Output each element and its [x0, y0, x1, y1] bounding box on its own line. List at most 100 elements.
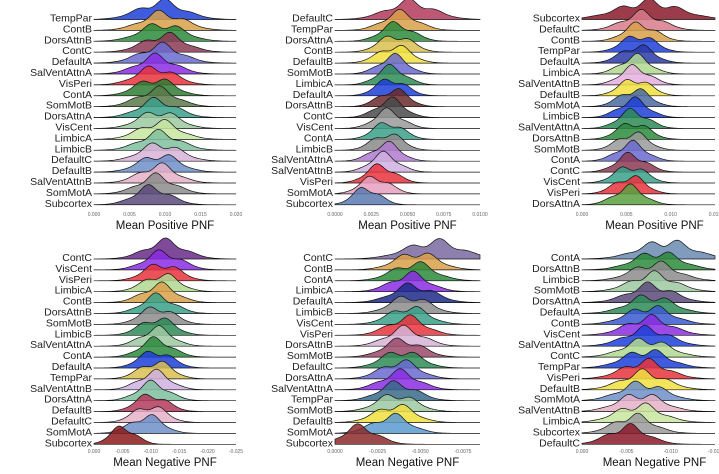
- category-label: VisPeri: [547, 187, 580, 199]
- x-tick-label: -0.005: [619, 449, 633, 455]
- category-label: VisCent: [543, 176, 580, 188]
- category-label: LimbicB: [543, 111, 580, 123]
- ridge-sommotb: [334, 394, 480, 412]
- ridge-limbicb: [581, 260, 716, 282]
- category-label: ContC: [303, 111, 333, 123]
- ridge-limbica: [334, 270, 481, 293]
- category-label: DefaultA: [293, 296, 333, 308]
- ridge-subcortex: [581, 0, 716, 20]
- ridge-dorsattna: [581, 183, 715, 206]
- ridge-defaulta: [93, 41, 237, 64]
- ridge-conta: [581, 139, 715, 162]
- ridge-dorsattnb: [581, 123, 715, 140]
- category-label: SalVentAttnA: [271, 383, 333, 395]
- category-label: SalVentAttnA: [518, 339, 580, 351]
- category-label: ContA: [304, 132, 333, 144]
- category-label: TempPar: [538, 361, 581, 373]
- category-label: ContB: [63, 296, 92, 308]
- ridge-dorsattnb: [334, 88, 480, 108]
- ridge-temppar: [334, 8, 480, 31]
- ridge-dorsattnb: [93, 23, 237, 42]
- ridge-salventattna: [334, 368, 480, 391]
- category-label: TempPar: [291, 23, 334, 35]
- ridge-conta: [581, 239, 716, 260]
- category-label: SalVentAttnB: [30, 383, 92, 395]
- x-tick-label: 0.015: [194, 212, 207, 218]
- category-label: ContC: [303, 252, 333, 264]
- category-label: VisCent: [55, 263, 92, 275]
- ridge-defaulta: [581, 294, 716, 314]
- x-tick-label: -0.0025: [369, 449, 386, 455]
- category-label: ContA: [551, 252, 580, 264]
- ridge-contb: [93, 281, 236, 303]
- ridge-temppar: [581, 35, 715, 53]
- ridge-salventattnb: [93, 162, 236, 184]
- ridge-viscent: [93, 249, 237, 271]
- category-label: SalVentAttnA: [518, 122, 580, 134]
- category-label: DefaultB: [540, 89, 580, 101]
- category-label: ContC: [62, 45, 92, 57]
- category-label: VisPeri: [547, 372, 580, 384]
- ridge-dorsattna: [334, 359, 480, 380]
- category-label: SalVentAttnA: [30, 339, 92, 351]
- ridge-conta: [334, 122, 480, 140]
- panel-3: SubcortexDefaultCContBTempParDefaultALim…: [518, 0, 719, 232]
- category-label: Subcortex: [533, 13, 581, 25]
- ridge-sommotb: [93, 306, 236, 325]
- ridge-sommotb: [334, 53, 480, 75]
- x-tick-label: 0.000: [88, 449, 101, 455]
- ridge-defaultc: [581, 423, 715, 445]
- ridge-defaulta: [93, 350, 236, 369]
- panel-5: ContCContBContALimbicADefaultALimbicBVis…: [271, 238, 481, 469]
- category-label: LimbicB: [55, 143, 92, 155]
- category-label: ContC: [62, 252, 92, 264]
- ridge-salventattnb: [581, 64, 715, 86]
- category-label: SalVentAttnB: [271, 165, 333, 177]
- ridge-subcortex: [334, 187, 480, 206]
- category-label: SomMotB: [46, 100, 92, 112]
- category-label: LimbicA: [543, 67, 580, 79]
- x-tick-label: 0.0000: [327, 212, 343, 218]
- x-tick-label: 0.010: [664, 212, 677, 218]
- category-label: TempPar: [50, 372, 93, 384]
- category-label: DorsAttnA: [44, 394, 92, 406]
- category-label: Subcortex: [45, 437, 93, 449]
- panel-2: DefaultCTempParDorsAttnAContBDefaultBSom…: [271, 0, 488, 232]
- category-label: DefaultC: [539, 23, 580, 35]
- ridge-defaulta: [334, 78, 480, 97]
- category-label: DefaultC: [51, 154, 92, 166]
- category-label: DorsAttnB: [285, 339, 333, 351]
- category-label: VisPeri: [59, 78, 92, 90]
- category-label: Subcortex: [45, 198, 93, 210]
- category-label: LimbicB: [296, 143, 333, 155]
- ridge-limbicb: [334, 133, 480, 151]
- ridge-contb: [581, 21, 715, 42]
- ridge-visperi: [93, 65, 236, 86]
- category-label: TempPar: [50, 13, 93, 25]
- ridge-salventattnb: [581, 394, 716, 412]
- category-label: VisPeri: [59, 274, 92, 286]
- ridge-salventattna: [581, 107, 715, 129]
- category-label: SomMotA: [287, 426, 333, 438]
- category-label: LimbicA: [543, 416, 580, 428]
- ridge-dorsattna: [93, 379, 236, 402]
- ridge-limbica: [581, 402, 716, 423]
- category-label: LimbicA: [55, 132, 92, 144]
- panel-6: ContADorsAttnBLimbicBSomMotBDorsAttnADef…: [518, 239, 719, 469]
- ridge-salventattna: [93, 52, 236, 75]
- ridge-temppar: [93, 0, 237, 20]
- ridge-defaultb: [581, 79, 715, 97]
- ridge-limbica: [93, 119, 237, 140]
- category-label: DefaultB: [52, 165, 92, 177]
- category-label: DefaultA: [52, 361, 92, 373]
- ridge-defaulta: [334, 282, 481, 303]
- category-label: VisCent: [543, 328, 580, 340]
- x-tick-label: 0.005: [123, 212, 136, 218]
- x-tick-label: -0.015: [172, 449, 186, 455]
- ridge-conta: [334, 261, 481, 282]
- ridge-subcortex: [334, 423, 480, 445]
- ridge-contc: [334, 238, 481, 260]
- category-label: TempPar: [538, 45, 581, 57]
- ridge-defaultc: [93, 142, 237, 162]
- ridge-contb: [334, 35, 480, 53]
